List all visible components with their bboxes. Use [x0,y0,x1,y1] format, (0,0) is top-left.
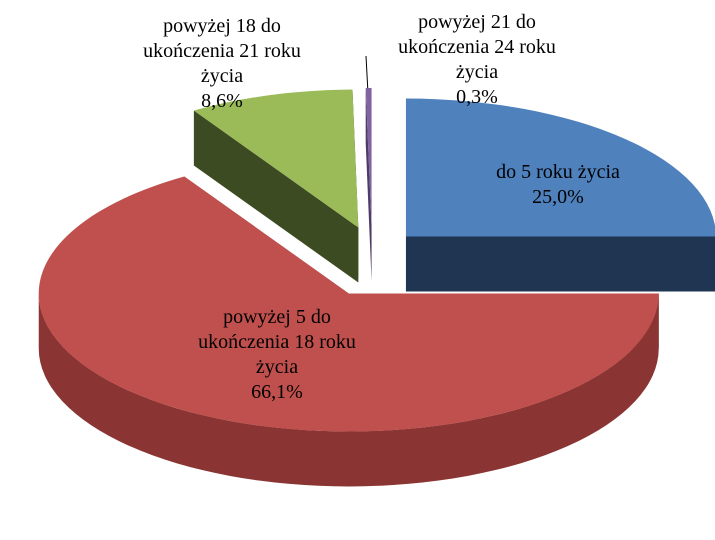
label-box: powyżej 18 do ukończenia 21 roku życia 8,… [122,14,322,114]
slice-label: powyżej 18 do ukończenia 21 roku życia 8,… [122,14,322,114]
label-box: do 5 roku życia 25,0% [458,160,658,210]
category-label: powyżej 21 do ukończenia 24 roku życia [398,11,556,83]
pie-slice [365,88,372,226]
slice-label: powyżej 21 do ukończenia 24 roku życia 0,… [382,10,572,110]
label-box: powyżej 21 do ukończenia 24 roku życia 0,… [382,10,572,110]
value-label: 8,6% [201,90,243,112]
value-label: 66,1% [251,381,303,403]
category-label: powyżej 18 do ukończenia 21 roku życia [143,15,301,87]
category-label: do 5 roku życia [496,161,620,183]
value-label: 25,0% [532,186,584,208]
pie-slice [38,176,659,432]
slice-side [38,293,659,487]
slice-side [405,236,715,292]
slice-side [365,88,372,281]
pie-slice [193,89,359,228]
label-box: powyżej 5 do ukończenia 18 roku życia 66,… [177,305,377,405]
category-label: powyżej 5 do ukończenia 18 roku życia [198,306,356,378]
slice-side [193,110,359,283]
slice-label: do 5 roku życia 25,0% [458,160,658,210]
slice-label: powyżej 5 do ukończenia 18 roku życia 66,… [177,305,377,405]
value-label: 0,3% [456,86,498,108]
pie-slice [405,98,715,237]
